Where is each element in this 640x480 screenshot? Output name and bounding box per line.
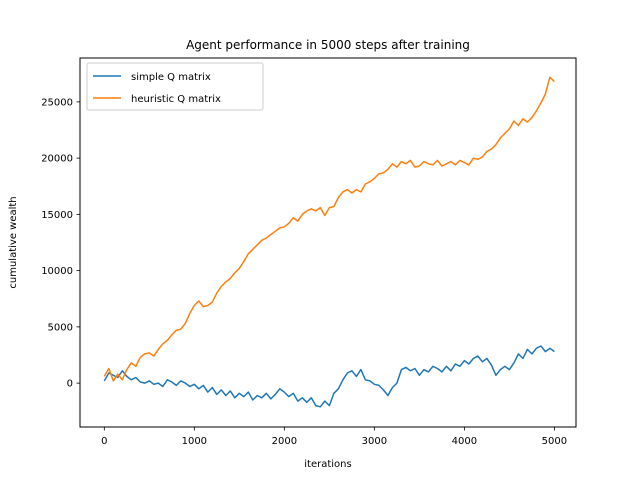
x-axis-label: iterations xyxy=(304,459,351,470)
chart-title: Agent performance in 5000 steps after tr… xyxy=(186,38,470,52)
plot-lines xyxy=(103,76,555,408)
legend: simple Q matrix heuristic Q matrix xyxy=(86,62,264,111)
x-tick-label-1: 1000 xyxy=(182,436,207,447)
y-tick-label-3: 15000 xyxy=(41,210,73,221)
series-line-0 xyxy=(103,345,555,408)
x-tick-label-3: 3000 xyxy=(362,436,387,447)
x-tick-label-2: 2000 xyxy=(272,436,297,447)
plot-area-frame xyxy=(79,57,577,428)
y-tick-label-2: 10000 xyxy=(41,266,73,277)
x-tick-label-5: 5000 xyxy=(542,436,567,447)
y-tick-label-5: 25000 xyxy=(41,97,73,108)
legend-box xyxy=(86,62,264,111)
x-tick-label-4: 4000 xyxy=(452,436,477,447)
y-axis-label: cumulative wealth xyxy=(8,196,19,288)
y-tick-label-0: 0 xyxy=(67,379,73,390)
y-tick-label-4: 20000 xyxy=(41,154,73,165)
series-line-1 xyxy=(103,76,555,382)
y-tick-label-1: 5000 xyxy=(48,322,73,333)
x-tick-label-0: 0 xyxy=(101,436,107,447)
y-axis-ticks: 0 5000 10000 15000 20000 25000 xyxy=(41,97,80,390)
x-axis-ticks: 0 1000 2000 3000 4000 5000 xyxy=(101,427,567,447)
legend-label-simple: simple Q matrix xyxy=(131,72,211,83)
legend-label-heuristic: heuristic Q matrix xyxy=(131,94,221,105)
